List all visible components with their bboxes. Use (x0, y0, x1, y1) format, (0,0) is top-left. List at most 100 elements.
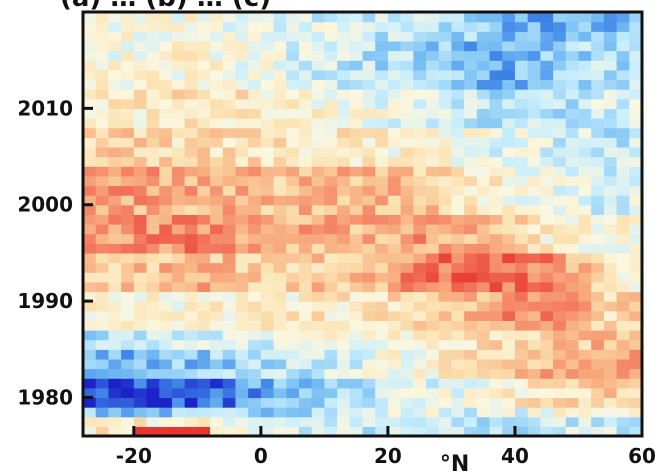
heatmap-cell (95, 195, 109, 206)
heatmap-cell (146, 262, 160, 273)
heatmap-cell (108, 204, 122, 215)
heatmap-cell (337, 407, 351, 418)
heatmap-cell (578, 224, 592, 235)
heatmap-cell (248, 50, 262, 61)
heatmap-cell (349, 21, 364, 32)
heatmap-cell (375, 426, 389, 437)
heatmap-cell (222, 214, 237, 225)
heatmap-cell (527, 358, 541, 370)
heatmap-cell (502, 262, 516, 273)
heatmap-cell (146, 60, 160, 71)
heatmap-cell (464, 301, 478, 312)
heatmap-cell (108, 137, 122, 148)
heatmap-cell (273, 358, 287, 370)
heatmap-cell (260, 320, 275, 331)
heatmap-cell (527, 387, 541, 399)
heatmap-cell (591, 118, 605, 129)
heatmap-cell (83, 60, 97, 71)
heatmap-cell (286, 60, 300, 71)
heatmap-cell (616, 349, 630, 360)
heatmap-cell (235, 378, 249, 389)
heatmap-cell (451, 378, 465, 389)
heatmap-cell (235, 89, 249, 100)
heatmap-cell (121, 262, 135, 273)
heatmap-cell (527, 320, 541, 331)
heatmap-cell (603, 368, 618, 379)
heatmap-cell (426, 387, 440, 399)
heatmap-cell (311, 98, 325, 109)
heatmap-cell (324, 166, 338, 177)
heatmap-cell (578, 339, 592, 350)
heatmap-cell (616, 69, 630, 81)
heatmap-cell (324, 378, 338, 389)
heatmap-cell (146, 416, 160, 427)
heatmap-cell (387, 214, 402, 225)
heatmap-cell (133, 40, 148, 52)
heatmap-cell (514, 387, 529, 399)
heatmap-cell (438, 339, 453, 350)
heatmap-cell (171, 214, 186, 225)
heatmap-cell (629, 137, 643, 148)
heatmap-cell (171, 310, 186, 321)
heatmap-cell (565, 185, 580, 196)
heatmap-cell (591, 339, 605, 350)
heatmap-cell (95, 79, 109, 90)
heatmap-cell (235, 272, 249, 283)
heatmap-cell (83, 310, 97, 321)
heatmap-cell (311, 185, 325, 196)
heatmap-cell (133, 358, 148, 370)
heatmap-cell (413, 320, 427, 331)
heatmap-cell (108, 339, 122, 350)
heatmap-cell (298, 214, 313, 225)
heatmap-cell (591, 387, 605, 399)
plot-frame (81, 10, 644, 438)
heatmap-cell (451, 339, 465, 350)
heatmap-cell (286, 69, 300, 81)
heatmap-cell (527, 397, 541, 408)
heatmap-cell (184, 310, 198, 321)
heatmap-cell (83, 330, 97, 341)
heatmap-cell (197, 195, 211, 206)
heatmap-cell (83, 378, 97, 389)
heatmap-cell (578, 204, 592, 215)
heatmap-cell (222, 146, 237, 158)
heatmap-cell (400, 349, 414, 360)
heatmap-cell (438, 387, 453, 399)
heatmap-cell (426, 204, 440, 215)
heatmap-cell (540, 368, 554, 379)
heatmap-cell (438, 330, 453, 341)
heatmap-cell (146, 252, 160, 264)
heatmap-cell (629, 397, 643, 408)
heatmap-cell (349, 69, 364, 81)
heatmap-cell (159, 320, 173, 331)
heatmap-cell (121, 310, 135, 321)
heatmap-cell (324, 195, 338, 206)
heatmap-cell (349, 272, 364, 283)
heatmap-cell (311, 60, 325, 71)
heatmap-cell (375, 12, 389, 23)
heatmap-cell (349, 79, 364, 90)
heatmap-cell (146, 50, 160, 61)
heatmap-cell (400, 291, 414, 302)
heatmap-cell (464, 175, 478, 187)
heatmap-cell (426, 339, 440, 350)
heatmap-cell (413, 156, 427, 167)
heatmap-cell (210, 89, 224, 100)
heatmap-cell (197, 12, 211, 23)
heatmap-cell (171, 40, 186, 52)
heatmap-cell (514, 426, 529, 437)
heatmap-cell (514, 339, 529, 350)
heatmap-cell (146, 185, 160, 196)
heatmap-cell (210, 320, 224, 331)
heatmap-cell (362, 281, 376, 293)
heatmap-cell (527, 416, 541, 427)
heatmap-cell (298, 310, 313, 321)
heatmap-cell (260, 358, 275, 370)
heatmap-cell (476, 233, 491, 244)
heatmap-cell (324, 21, 338, 32)
heatmap-cell (171, 98, 186, 109)
heatmap-cell (578, 281, 592, 293)
heatmap-cell (387, 195, 402, 206)
heatmap-cell (121, 118, 135, 129)
heatmap-cell (337, 166, 351, 177)
